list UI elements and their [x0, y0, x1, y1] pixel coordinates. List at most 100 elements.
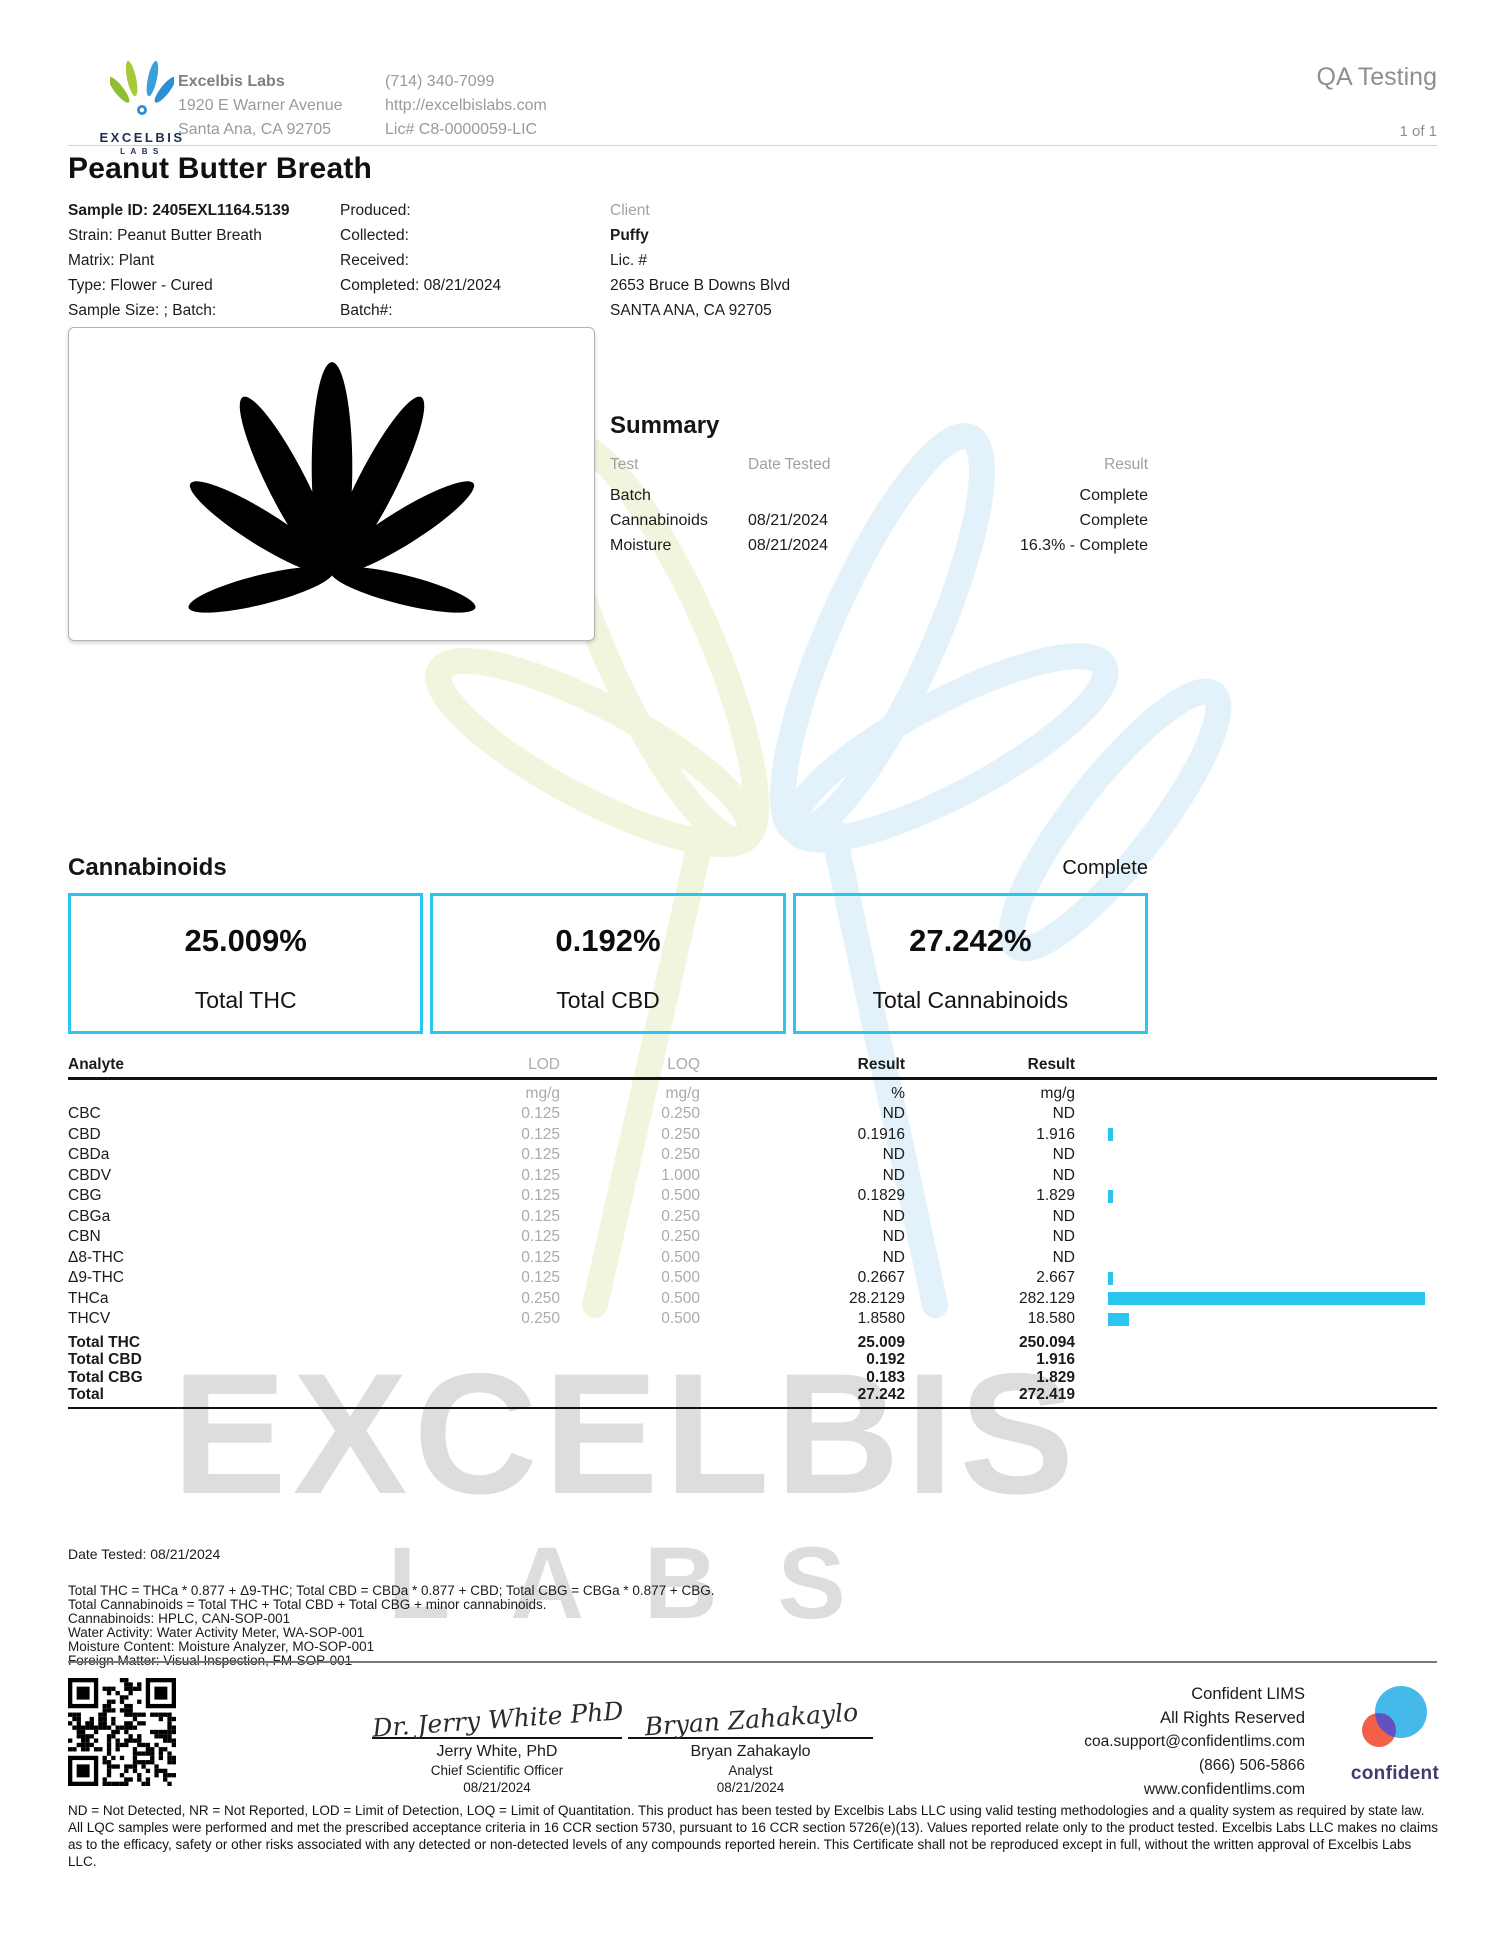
page-number: 1 of 1 — [1399, 123, 1437, 140]
lab-address-block: Excelbis Labs 1920 E Warner Avenue Santa… — [178, 70, 343, 142]
analyte-bar-cell — [1075, 1248, 1437, 1269]
table-bottom-rule — [68, 1406, 1437, 1409]
analyte-bar-cell — [1075, 1289, 1437, 1310]
col-loq: LOQ — [667, 1055, 700, 1073]
logo-text: EXCELBIS — [99, 130, 185, 145]
lab-address1: 1920 E Warner Avenue — [178, 97, 343, 114]
analyte-result-mgg: ND — [1052, 1166, 1075, 1184]
stat-label: Total Cannabinoids — [872, 987, 1069, 1013]
produced-info-line: Received: — [340, 252, 409, 269]
analyte-loq: 1.000 — [661, 1166, 700, 1184]
analyte-row: CBG 0.125 0.500 0.1829 1.829 — [68, 1186, 1437, 1207]
lims-phone: (866) 506-5866 — [1199, 1757, 1305, 1774]
analyte-total-row: Total 27.242 272.419 — [68, 1386, 1437, 1404]
analyte-row: CBGa 0.125 0.250 ND ND — [68, 1207, 1437, 1228]
analyte-row: CBN 0.125 0.250 ND ND — [68, 1227, 1437, 1248]
unit-pct: % — [891, 1084, 905, 1102]
col-analyte: Analyte — [68, 1055, 124, 1073]
analyte-result-pct: 1.8580 — [857, 1310, 905, 1328]
header-divider — [68, 145, 1437, 146]
analyte-lod: 0.125 — [521, 1207, 560, 1225]
lims-name: Confident LIMS — [1191, 1685, 1305, 1703]
analyte-result-pct: 0.1829 — [857, 1187, 905, 1205]
page-title: Peanut Butter Breath — [68, 152, 373, 185]
signer-name: Jerry White, PhD — [436, 1743, 558, 1760]
analyte-loq: 0.250 — [661, 1207, 700, 1225]
analyte-loq: 0.500 — [661, 1187, 700, 1205]
summary-result: Complete — [1079, 487, 1148, 504]
analyte-lod: 0.125 — [521, 1187, 560, 1205]
analyte-bar-cell — [1075, 1125, 1437, 1146]
method-line: Water Activity: Water Activity Meter, WA… — [68, 1624, 365, 1640]
analyte-loq: 0.250 — [661, 1105, 700, 1123]
lims-website: www.confidentlims.com — [1143, 1781, 1305, 1798]
analyte-bar-cell — [1075, 1186, 1437, 1207]
analyte-total-row: Total THC 25.009 250.094 — [68, 1334, 1437, 1352]
col-lod: LOD — [528, 1055, 560, 1073]
analyte-name: CBGa — [68, 1207, 111, 1225]
total-name: Total CBG — [68, 1368, 143, 1386]
total-name: Total THC — [68, 1333, 141, 1351]
total-result-pct: 0.192 — [866, 1351, 905, 1368]
cannabis-leaf-image — [188, 362, 475, 613]
analyte-bar-cell — [1075, 1268, 1437, 1289]
disclaimer-text: ND = Not Detected, NR = Not Reported, LO… — [68, 1803, 1438, 1869]
analyte-loq: 0.250 — [661, 1228, 700, 1246]
result-bar — [1108, 1189, 1113, 1203]
analyte-row: CBD 0.125 0.250 0.1916 1.916 — [68, 1125, 1437, 1146]
analyte-total-rows: Total THC 25.009 250.094 Total CBD 0.192 1.91… — [68, 1334, 1437, 1404]
analyte-result-mgg: ND — [1052, 1105, 1075, 1123]
summary-row: Cannabinoids 08/21/2024 Complete — [610, 508, 1148, 533]
summary-title: Summary — [610, 412, 720, 439]
analyte-name: CBD — [68, 1125, 101, 1143]
analyte-result-mgg: ND — [1052, 1207, 1075, 1225]
signature-rule — [372, 1737, 622, 1739]
analyte-result-pct: ND — [882, 1228, 905, 1246]
produced-info-line: Batch#: — [340, 302, 393, 319]
col-result-pct: Result — [857, 1055, 905, 1073]
stat-box: 27.242% Total Cannabinoids — [792, 893, 1148, 1034]
stat-label: Total THC — [194, 987, 297, 1013]
method-line: Total Cannabinoids = Total THC + Total C… — [68, 1596, 547, 1612]
qa-testing-label: QA Testing — [1316, 63, 1437, 91]
method-lines: Total THC = THCa * 0.877 + Δ9-THC; Total… — [68, 1584, 1437, 1667]
summary-header-result: Result — [1104, 456, 1148, 473]
analyte-name: Δ9-THC — [68, 1269, 124, 1287]
total-result-mgg: 250.094 — [1018, 1333, 1075, 1351]
analyte-total-row: Total CBG 0.183 1.829 — [68, 1369, 1437, 1387]
analyte-result-pct: ND — [882, 1146, 905, 1164]
analyte-result-pct: 0.2667 — [857, 1269, 905, 1287]
unit-lod: mg/g — [525, 1084, 560, 1102]
confident-logo: confident — [1340, 1684, 1450, 1785]
total-result-mgg: 272.419 — [1018, 1386, 1075, 1403]
analyte-result-mgg: 18.580 — [1027, 1310, 1075, 1328]
sample-info-line: Sample ID: 2405EXL1164.5139 — [68, 202, 290, 219]
footer-divider — [68, 1661, 1437, 1663]
summary-rows: Batch Complete Cannabinoids 08/21/2024 Compl… — [610, 483, 1148, 558]
summary-test: Moisture — [610, 537, 672, 554]
unit-mgg: mg/g — [1040, 1084, 1075, 1102]
summary-header-row: Test Date Tested Result — [610, 452, 1148, 477]
method-line: Total THC = THCa * 0.877 + Δ9-THC; Total… — [68, 1583, 715, 1598]
summary-test: Cannabinoids — [610, 512, 708, 529]
confident-circles-icon — [1362, 1686, 1427, 1747]
analyte-row: Δ8-THC 0.125 0.500 ND ND — [68, 1248, 1437, 1269]
analyte-bar-cell — [1075, 1309, 1437, 1330]
lab-name: Excelbis Labs — [178, 73, 285, 90]
methods-section: Date Tested: 08/21/2024 Total THC = THCa… — [68, 1546, 1437, 1667]
result-bar — [1108, 1128, 1113, 1142]
analyte-bar-cell — [1075, 1207, 1437, 1228]
analyte-lod: 0.250 — [521, 1289, 560, 1307]
analyte-result-mgg: 1.916 — [1036, 1125, 1075, 1143]
excelbis-leaf-icon — [108, 60, 176, 115]
signature-date: 08/21/2024 — [716, 1780, 785, 1795]
lab-logo: EXCELBIS LABS — [86, 60, 198, 156]
total-result-mgg: 1.829 — [1036, 1368, 1075, 1386]
signature-rule — [628, 1737, 873, 1739]
analyte-result-pct: ND — [882, 1105, 905, 1123]
table-header-rule — [68, 1077, 1437, 1080]
analyte-result-pct: 0.1916 — [857, 1125, 905, 1143]
cannabinoids-title: Cannabinoids — [68, 854, 227, 881]
client-info-line: 2653 Bruce B Downs Blvd — [610, 277, 791, 294]
summary-test: Batch — [610, 487, 651, 504]
